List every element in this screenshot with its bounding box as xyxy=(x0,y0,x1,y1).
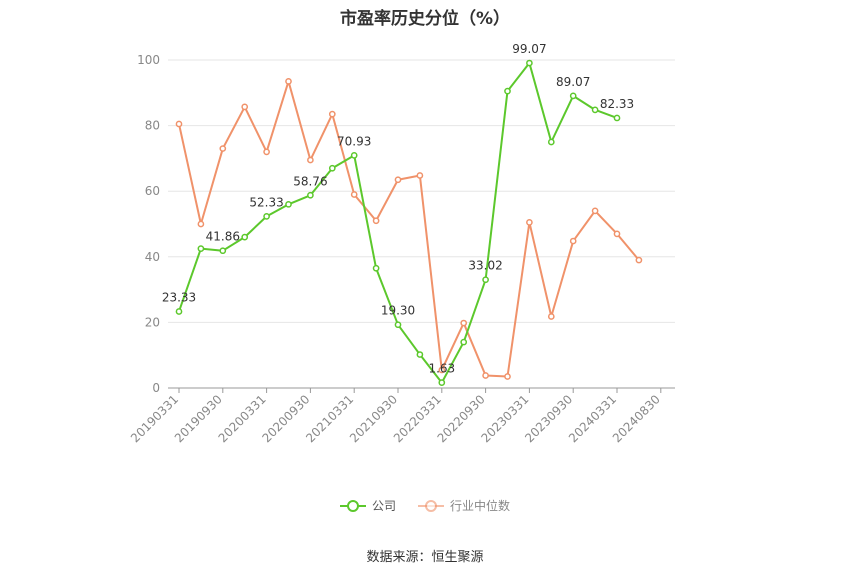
series-1-point xyxy=(307,156,314,164)
series-1-point xyxy=(219,145,227,152)
series-0-point xyxy=(350,151,358,159)
series-line-1 xyxy=(178,80,640,378)
series-1-point xyxy=(263,148,270,156)
series-1-point xyxy=(197,220,205,228)
legend-swatch-company xyxy=(339,499,366,513)
data-label: 70.93 xyxy=(337,134,371,148)
y-tick-label: 80 xyxy=(145,119,160,133)
series-1-point xyxy=(416,172,424,179)
series-0-point xyxy=(175,308,183,315)
series-0-point xyxy=(416,351,424,358)
series-1-point xyxy=(328,110,336,118)
data-label: 99.07 xyxy=(512,42,546,56)
series-1-point xyxy=(613,230,621,238)
series-1-point xyxy=(482,372,489,379)
legend: 公司 行业中位数 xyxy=(0,497,850,514)
legend-label-company: 公司 xyxy=(371,499,396,513)
series-0-point xyxy=(372,264,380,272)
x-axis: 2019033120190930202003312020093020210331… xyxy=(128,387,675,445)
series-0-point xyxy=(285,200,292,208)
data-labels: 23.33 41.86 52.33 58.76 70.93 19.30 1.63 33.02 9… xyxy=(162,42,634,376)
legend-item-industry-median[interactable]: 行业中位数 xyxy=(418,497,510,514)
series-1-point xyxy=(438,366,446,374)
series-1-point xyxy=(569,237,577,245)
series-0-point xyxy=(438,379,446,387)
series-1-point xyxy=(394,176,402,184)
series-0-point xyxy=(263,213,270,220)
data-label: 58.76 xyxy=(293,174,327,188)
y-tick-label: 100 xyxy=(137,53,160,67)
series-0-point xyxy=(547,138,555,146)
data-label: 52.33 xyxy=(249,195,283,209)
series-0-point xyxy=(591,106,599,114)
y-tick-label: 0 xyxy=(152,381,160,395)
series-1-point xyxy=(526,219,533,226)
series-1-point xyxy=(460,319,468,327)
series-0-point xyxy=(504,87,511,95)
x-tick-label: 20240830 xyxy=(610,392,663,445)
data-label: 23.33 xyxy=(162,290,196,304)
y-axis: 0 20 40 60 80 100 xyxy=(137,53,160,395)
series-1-point xyxy=(241,103,249,111)
series-line-0 xyxy=(178,62,618,384)
series-0-point xyxy=(394,321,402,329)
series-1-point xyxy=(372,217,380,225)
series-0-point xyxy=(328,164,336,172)
chart-title: 市盈率历史分位（%） xyxy=(339,9,511,29)
legend-item-company[interactable]: 公司 xyxy=(339,497,396,514)
series-1-point xyxy=(504,373,511,380)
series-1-point xyxy=(635,256,643,264)
series-0-point xyxy=(197,245,205,252)
data-label: 1.63 xyxy=(428,362,455,376)
y-tick-label: 40 xyxy=(145,250,160,264)
series-0-point xyxy=(241,233,249,241)
y-tick-label: 20 xyxy=(145,315,160,329)
y-tick-label: 60 xyxy=(145,184,160,198)
data-label: 33.02 xyxy=(468,259,502,273)
data-label: 19.30 xyxy=(381,304,415,318)
legend-label-industry-median: 行业中位数 xyxy=(450,499,511,513)
data-label: 89.07 xyxy=(556,75,590,89)
series-0-point xyxy=(460,338,468,346)
series-0-point xyxy=(526,59,533,67)
series-1-point xyxy=(175,120,183,128)
series-1-point xyxy=(591,207,599,215)
series-0-point xyxy=(569,92,577,100)
series-layer xyxy=(175,59,643,387)
series-0-point xyxy=(307,191,314,199)
series-1-point xyxy=(547,313,555,320)
series-0-point xyxy=(219,247,227,255)
series-1-point xyxy=(350,191,358,198)
series-0-point xyxy=(482,276,489,284)
series-0-point xyxy=(613,114,621,122)
data-label: 82.33 xyxy=(600,97,634,111)
legend-swatch-industry-median xyxy=(418,499,444,513)
data-source: 数据来源：恒生聚源 xyxy=(366,550,484,565)
data-label: 41.86 xyxy=(206,230,240,244)
series-1-point xyxy=(285,77,292,85)
